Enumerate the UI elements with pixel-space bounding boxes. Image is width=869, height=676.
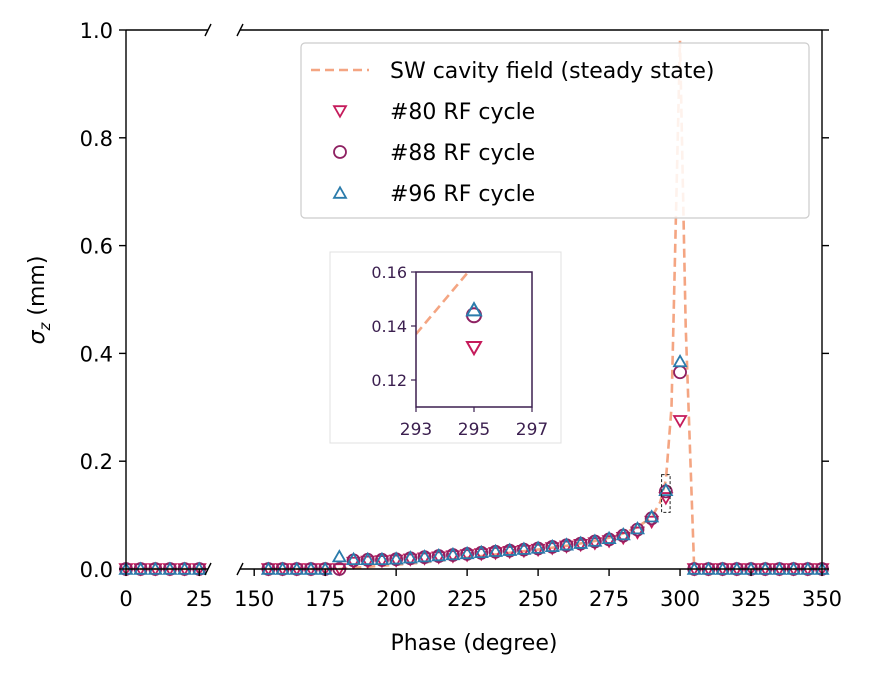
rf96-point	[374, 551, 390, 565]
rf80-point	[544, 542, 560, 556]
rf80-point	[615, 532, 631, 546]
x-tick-label: 250	[518, 587, 558, 611]
inset-y-tick-label: 0.12	[371, 371, 407, 390]
y-tick-label: 0.0	[80, 558, 113, 582]
rf96-point	[331, 549, 347, 563]
inset-indicator-box	[661, 474, 671, 513]
rf96-point	[587, 533, 603, 547]
rf96-point	[516, 541, 532, 555]
rf96-point	[530, 540, 546, 554]
rf80-point	[530, 543, 546, 558]
inset-x-tick-label: 297	[516, 420, 548, 440]
y-axis-subscript: z	[36, 321, 54, 331]
rf80-point	[374, 555, 390, 569]
inset-layer: 0.12 0.14 0.16 293 295 297	[329, 251, 562, 444]
rf80-point	[658, 492, 674, 506]
rf80-point	[558, 540, 575, 554]
rf96-point	[388, 551, 404, 565]
rf96-point	[672, 353, 688, 368]
y-tick-label: 0.8	[80, 127, 113, 151]
x-tick-label: 150	[234, 587, 274, 611]
axis-break-mark	[236, 23, 244, 37]
rf80-point	[459, 549, 475, 563]
rf96-point	[487, 543, 504, 557]
rf96-point	[573, 535, 589, 549]
rf80-point	[431, 551, 447, 565]
rf80-point	[601, 535, 617, 549]
rf80-point	[502, 546, 518, 560]
rf80-point	[346, 556, 362, 571]
x-tick-label: 300	[660, 587, 700, 611]
rf96-point	[658, 482, 674, 497]
x-tick-label: 325	[731, 587, 771, 611]
inset-x-tick-label: 295	[458, 420, 490, 440]
inset-point	[465, 301, 483, 317]
x-tick-label: 175	[305, 587, 345, 611]
rf80-point	[587, 537, 603, 551]
rf96-point	[601, 530, 617, 544]
inset-y-tick-label: 0.14	[371, 317, 407, 336]
rf88-point	[673, 365, 687, 380]
x-tick-label: 225	[447, 587, 487, 611]
rf80-point	[416, 552, 433, 566]
y-axis-label: σz (mm)	[25, 256, 54, 345]
rf96-point	[473, 544, 489, 558]
x-tick-label: 275	[589, 587, 629, 611]
rf80-point	[473, 548, 489, 562]
rf96-point	[644, 509, 660, 523]
legend-label: SW cavity field (steady state)	[390, 59, 715, 84]
rf96-point	[502, 542, 518, 556]
axis-break-mark	[204, 562, 212, 576]
legend-swatch-triangle-down	[332, 105, 348, 119]
legend-label: #96 RF cycle	[390, 182, 535, 207]
x-tick-label: 25	[186, 587, 213, 611]
y-axis-unit: (mm)	[25, 256, 50, 323]
x-tick-label: 200	[376, 587, 416, 611]
rf96-point	[615, 526, 631, 541]
rf96-point	[360, 551, 376, 565]
y-tick-label: 0.2	[80, 450, 113, 474]
rf80-point	[445, 550, 461, 564]
rf80-point	[360, 555, 376, 569]
legend-swatch-circle	[333, 145, 347, 159]
rf96-point	[445, 546, 461, 561]
rf96-point	[459, 545, 475, 560]
rf80-point	[388, 554, 404, 568]
x-tick-label: 0	[119, 587, 132, 611]
legend-swatch-triangle-up	[332, 185, 348, 199]
legend-label: #80 RF cycle	[390, 100, 535, 125]
rf96-point	[544, 538, 560, 553]
legend-label: #88 RF cycle	[390, 141, 535, 166]
inset-y-tick-label: 0.16	[371, 263, 407, 282]
legend-box	[300, 42, 810, 219]
x-axis-label: Phase (degree)	[391, 631, 558, 656]
y-axis-symbol: σ	[25, 329, 50, 344]
legend: SW cavity field (steady state) #80 RF cyc…	[300, 42, 810, 219]
rf96-point	[629, 521, 646, 535]
axis-break-mark	[204, 23, 212, 37]
rf96-point	[431, 548, 447, 562]
rf80-point	[672, 415, 688, 429]
y-tick-label: 0.4	[80, 342, 113, 366]
rf80-point	[573, 539, 589, 553]
rf96-point	[346, 551, 362, 565]
inset-point	[465, 341, 483, 357]
rf96-point	[402, 550, 418, 564]
inset-background	[329, 251, 562, 444]
y-tick-label: 1.0	[80, 19, 113, 43]
rf80-point	[487, 547, 504, 561]
axes-layer: 0.0 0.2 0.4 0.6 0.8 1.0 0 25 150 175 200 225 250 275 3…	[80, 19, 842, 611]
rf96-point	[558, 537, 575, 551]
rf96-point	[416, 549, 433, 563]
y-tick-label: 0.6	[80, 235, 113, 259]
x-tick-label: 350	[802, 587, 842, 611]
rf80-point	[516, 544, 532, 559]
rf80-point	[402, 553, 418, 567]
axis-break-mark	[236, 562, 244, 576]
inset-x-tick-label: 293	[400, 420, 432, 440]
